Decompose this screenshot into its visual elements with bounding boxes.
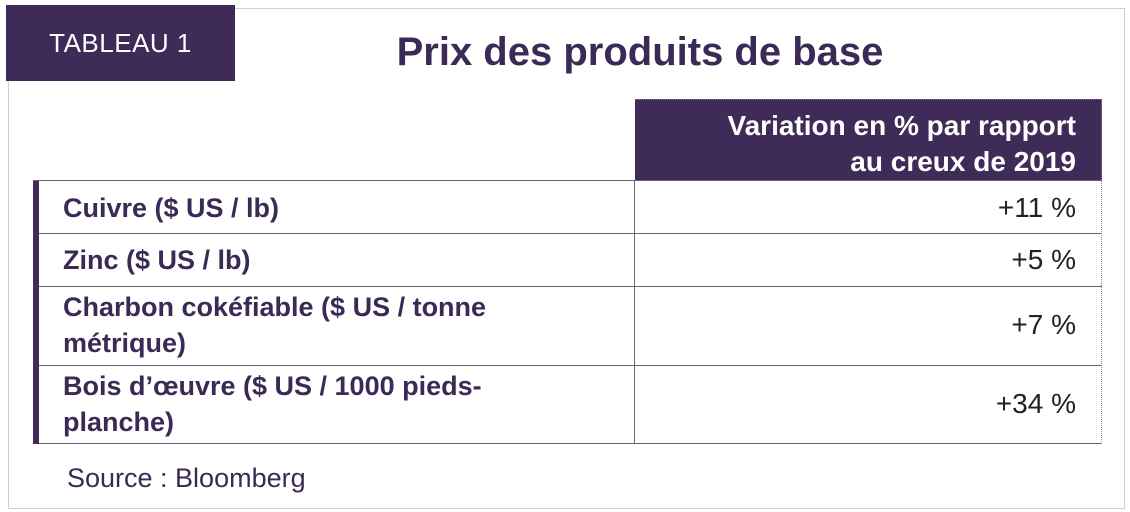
row-label: Zinc ($ US / lb) [63,245,251,275]
row-accent-bar [33,234,39,287]
row-accent-bar [33,287,39,366]
row-value: +7 % [1011,309,1076,340]
row-label-line-2: métrique) [63,328,187,358]
table-row: Cuivre ($ US / lb) +11 % [33,180,1102,234]
row-value: +34 % [995,388,1076,419]
row-label: Charbon cokéfiable ($ US / tonne métriqu… [63,289,623,361]
row-accent-bar [33,181,39,234]
column-divider [634,234,635,287]
column-header-line-1: Variation en % par rapport [727,110,1076,141]
table-tag-label: TABLEAU 1 [49,27,192,58]
column-divider [634,181,635,234]
table-row: Zinc ($ US / lb) +5 % [33,234,1102,287]
row-accent-bar [33,366,39,444]
row-label: Bois d’œuvre ($ US / 1000 pieds- planche… [63,368,623,440]
table-row: Bois d’œuvre ($ US / 1000 pieds- planche… [33,366,1102,444]
column-header-text: Variation en % par rapport au creux de 2… [727,108,1076,180]
table-row: Charbon cokéfiable ($ US / tonne métriqu… [33,287,1102,366]
row-label-line-1: Charbon cokéfiable ($ US / tonne [63,292,487,322]
row-label-line-2: planche) [63,407,175,437]
table-right-edge [1101,99,1102,444]
column-header: Variation en % par rapport au creux de 2… [635,99,1102,180]
column-divider [634,287,635,366]
row-value: +11 % [997,192,1076,223]
row-label: Cuivre ($ US / lb) [63,193,280,223]
source-note: Source : Bloomberg [67,463,306,493]
column-header-line-2: au creux de 2019 [850,146,1076,177]
row-value: +5 % [1011,244,1076,275]
page-title: Prix des produits de base [396,30,884,74]
table-tag: TABLEAU 1 [6,5,235,81]
table-frame [8,8,1125,509]
column-divider [634,366,635,444]
row-label-line-1: Bois d’œuvre ($ US / 1000 pieds- [63,371,482,401]
